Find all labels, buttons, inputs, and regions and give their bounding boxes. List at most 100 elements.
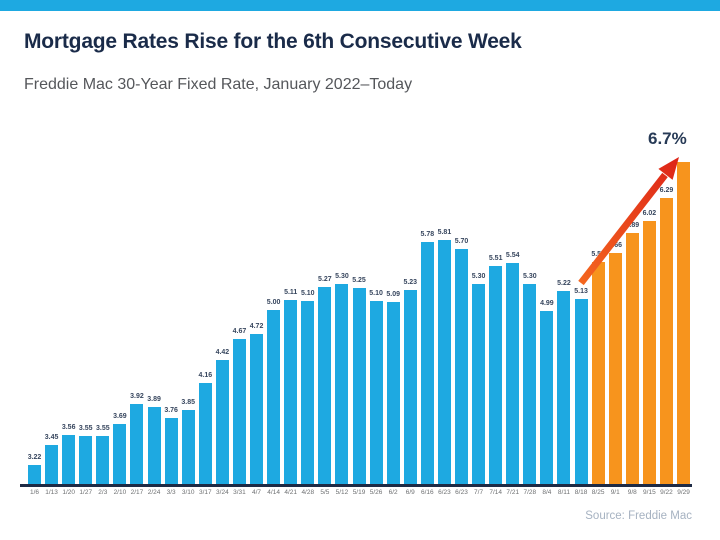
- bar-value-label: 5.81: [437, 228, 452, 236]
- x-axis-tick-label: 6/2: [388, 489, 398, 496]
- bar-value-label: 3.85: [181, 399, 196, 407]
- bar-value-label: 5.70: [454, 238, 469, 246]
- bar: [540, 310, 554, 484]
- bar-value-label: 5.30: [335, 272, 349, 280]
- bar: [625, 232, 639, 484]
- bar: [472, 283, 486, 484]
- bar: [198, 383, 212, 484]
- bar-value-label: 5.10: [369, 290, 383, 298]
- bar-value-label: 3.55: [78, 425, 93, 433]
- x-axis-tick-label: 2/17: [130, 489, 144, 496]
- bar: [506, 263, 520, 484]
- bar-value-label: 5.30: [523, 272, 537, 280]
- bar-value-label: 3.92: [130, 392, 144, 400]
- bar-value-label: 5.27: [318, 275, 332, 283]
- bar: [591, 262, 605, 484]
- bar-value-label: 3.56: [61, 424, 76, 432]
- bar-value-label: 5.00: [266, 299, 281, 306]
- bar: [45, 444, 59, 484]
- bar-value-label: 4.67: [232, 327, 247, 335]
- bar-value-label: 5.10: [300, 290, 315, 298]
- bar: [369, 301, 383, 484]
- bar-value-label: 4.16: [198, 372, 213, 380]
- x-axis-tick-label: 9/8: [627, 489, 637, 496]
- x-axis-tick-label: 3/10: [181, 489, 195, 496]
- bar-value-label: 4.99: [540, 299, 554, 307]
- bar: [659, 197, 673, 484]
- bar: [557, 290, 571, 484]
- bar-value-label: 5.23: [403, 278, 418, 286]
- bar-value-label: 5.11: [284, 289, 298, 297]
- x-axis-tick-label: 5/5: [320, 489, 330, 496]
- x-axis-tick-label: 4/14: [267, 489, 280, 496]
- x-axis-tick-label: 6/16: [421, 489, 434, 496]
- bar: [523, 283, 537, 484]
- x-axis-tick-label: 7/14: [489, 489, 502, 496]
- x-axis-tick-label: 8/18: [574, 489, 588, 496]
- bar: [301, 301, 315, 484]
- bar-value-label: 3.22: [27, 453, 42, 461]
- bar: [62, 435, 76, 484]
- bar: [455, 249, 468, 484]
- bar: [232, 338, 246, 484]
- bar-value-label: 5.51: [488, 254, 503, 262]
- bar: [386, 302, 400, 484]
- bar: [677, 162, 691, 484]
- bar: [79, 436, 93, 484]
- bar-value-label: 5.09: [386, 291, 400, 299]
- x-axis-tick-label: 3/24: [216, 489, 229, 496]
- bar: [318, 286, 332, 484]
- bar-value-label: 3.69: [113, 412, 127, 420]
- bar: [113, 423, 127, 484]
- x-axis-tick-label: 5/26: [369, 489, 383, 496]
- bar: [403, 289, 417, 484]
- x-axis-tick-label: 8/4: [542, 489, 552, 496]
- bar-value-label: 5.78: [420, 231, 435, 239]
- x-axis-tick-label: 9/29: [677, 489, 690, 496]
- bar: [608, 252, 622, 484]
- x-axis-line: [20, 484, 692, 487]
- bar: [28, 464, 41, 484]
- bar-value-label: 3.89: [147, 395, 161, 403]
- bar-value-label: 3.45: [44, 433, 59, 441]
- bar-value-label: 5.30: [471, 272, 486, 280]
- x-axis-tick-label: 9/1: [610, 489, 620, 496]
- x-axis-tick-label: 6/23: [438, 489, 451, 496]
- x-axis-tick-label: 2/24: [147, 489, 161, 496]
- bar-value-label: 3.76: [164, 406, 178, 414]
- bar-value-label: 4.42: [215, 349, 230, 357]
- x-axis-tick-label: 8/25: [591, 489, 605, 496]
- x-axis-tick-label: 4/28: [301, 489, 315, 496]
- bar-value-label: 5.13: [574, 287, 588, 295]
- bar-value-label: 5.54: [505, 252, 520, 260]
- bar: [574, 298, 588, 484]
- bar: [489, 265, 503, 484]
- bar: [250, 334, 264, 484]
- x-axis-tick-label: 5/19: [352, 489, 366, 496]
- x-axis-tick-label: 6/23: [455, 489, 468, 496]
- x-axis-tick-label: 4/7: [252, 489, 262, 496]
- x-axis-tick-label: 3/3: [166, 489, 176, 496]
- bar-value-label: 3.55: [96, 425, 110, 433]
- bar-value-label: 5.22: [557, 279, 571, 287]
- x-axis-tick-label: 5/12: [335, 489, 349, 496]
- x-axis-tick-label: 7/7: [474, 489, 484, 496]
- bar: [147, 406, 161, 484]
- x-axis-tick-label: 6/9: [405, 489, 415, 496]
- x-axis-tick-label: 9/22: [660, 489, 673, 496]
- x-axis-tick-label: 9/15: [643, 489, 656, 496]
- x-axis-tick-label: 7/28: [523, 489, 537, 496]
- bar: [181, 410, 195, 484]
- x-axis-tick-label: 1/13: [45, 489, 58, 496]
- chart-subtitle: Freddie Mac 30-Year Fixed Rate, January …: [24, 76, 413, 93]
- x-axis-tick-label: 3/17: [198, 489, 212, 496]
- x-axis-tick-label: 7/21: [506, 489, 520, 496]
- x-axis-tick-label: 4/21: [284, 489, 298, 496]
- bar-value-label: 4.72: [249, 323, 264, 331]
- bar: [642, 221, 656, 484]
- top-accent-bar: [0, 0, 720, 11]
- x-axis-tick-label: 8/11: [557, 489, 571, 496]
- bar: [335, 283, 349, 484]
